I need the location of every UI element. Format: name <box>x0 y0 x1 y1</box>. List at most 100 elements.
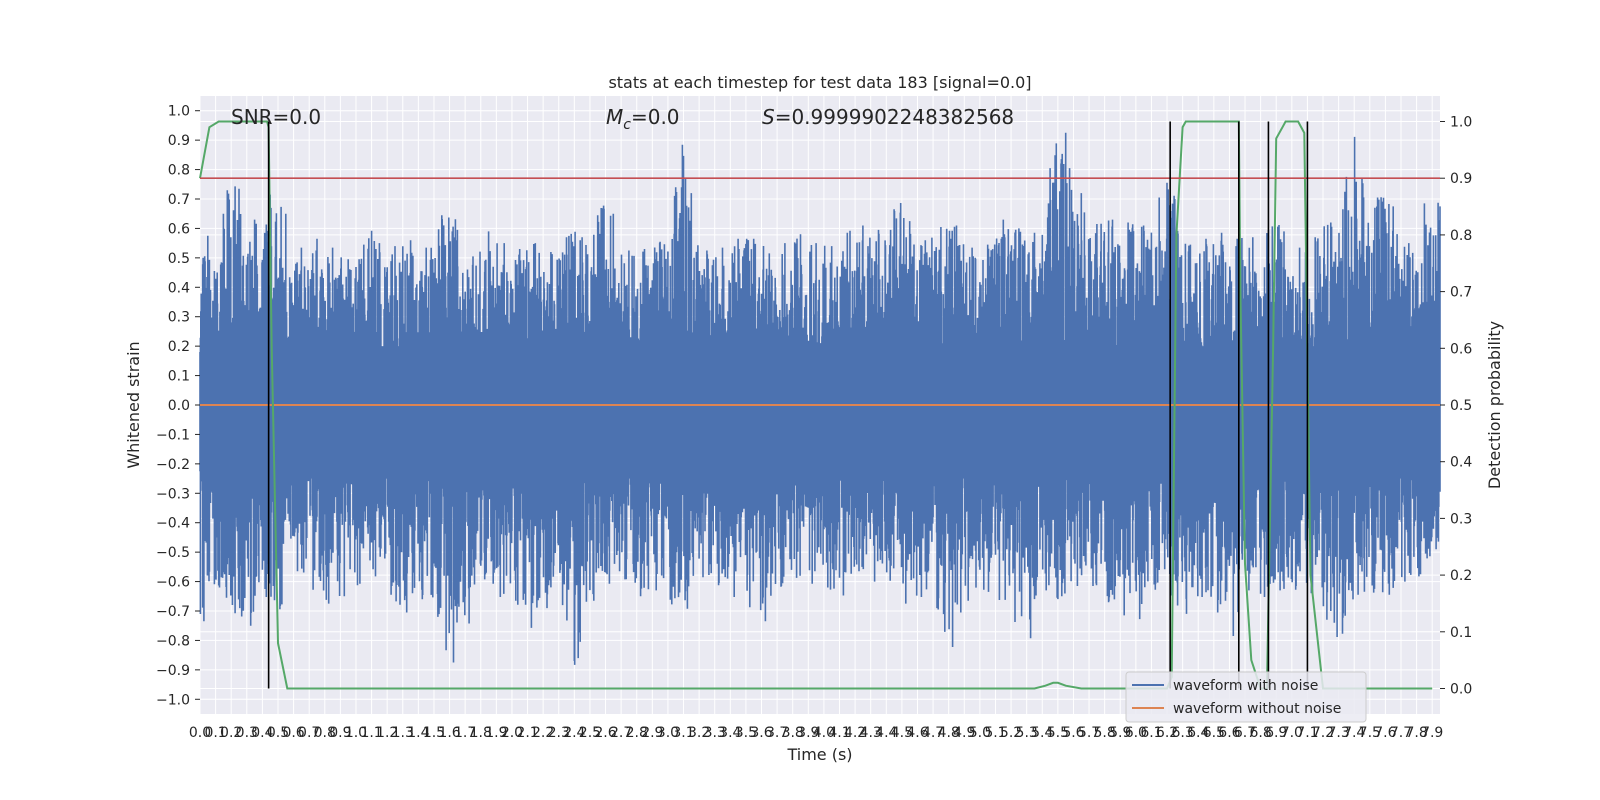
y-tick-label: −0.9 <box>156 663 190 679</box>
x-tick-label: 4.4 <box>875 725 897 741</box>
x-tick-label: 3.5 <box>735 725 757 741</box>
x-tick-label: 1.5 <box>423 725 445 741</box>
y2-tick-label: 0.3 <box>1450 511 1472 527</box>
x-tick-label: 5.2 <box>1000 725 1022 741</box>
x-tick-label: 3.6 <box>750 725 772 741</box>
x-tick-label: 7.4 <box>1343 725 1365 741</box>
y-tick-label: 1.0 <box>168 104 190 120</box>
x-tick-label: 6.0 <box>1125 725 1147 741</box>
y2-tick-label: 0.8 <box>1450 228 1472 244</box>
y-tick-label: −0.2 <box>156 457 190 473</box>
x-tick-label: 6.8 <box>1249 725 1271 741</box>
x-tick-label: 7.9 <box>1421 725 1443 741</box>
x-tick-label: 5.6 <box>1062 725 1084 741</box>
x-tick-label: 0.8 <box>314 725 336 741</box>
y-axis-title: Whitened strain <box>124 341 143 468</box>
y2-tick-label: 0.1 <box>1450 625 1472 641</box>
x-tick-label: 2.1 <box>516 725 538 741</box>
y2-tick-label: 0.2 <box>1450 568 1472 584</box>
x-tick-label: 1.3 <box>392 725 414 741</box>
x-tick-label: 2.6 <box>594 725 616 741</box>
x-tick-label: 3.2 <box>688 725 710 741</box>
y-tick-label: −0.4 <box>156 516 190 532</box>
y-tick-label: −0.6 <box>156 575 190 591</box>
x-tick-label: 5.5 <box>1047 725 1069 741</box>
x-tick-label: 1.1 <box>360 725 382 741</box>
x-tick-label: 5.1 <box>984 725 1006 741</box>
x-tick-label: 7.3 <box>1327 725 1349 741</box>
x-tick-label: 4.1 <box>828 725 850 741</box>
x-tick-label: 2.5 <box>579 725 601 741</box>
chirp-mass-annotation: Mc=0.0 <box>606 105 680 133</box>
y-tick-label: −0.7 <box>156 604 190 620</box>
x-tick-label: 6.3 <box>1172 725 1194 741</box>
y-tick-label: 0.5 <box>168 251 190 267</box>
x-tick-label: 6.7 <box>1234 725 1256 741</box>
snr-annotation: SNR=0.0 <box>231 105 321 129</box>
y-tick-label: 0.3 <box>168 310 190 326</box>
x-tick-label: 6.9 <box>1265 725 1287 741</box>
x-tick-label: 7.1 <box>1296 725 1318 741</box>
x-tick-label: 2.8 <box>626 725 648 741</box>
x-tick-label: 1.8 <box>470 725 492 741</box>
y-tick-label: 0.1 <box>168 369 190 385</box>
x-tick-label: 5.9 <box>1109 725 1131 741</box>
x-axis-title: Time (s) <box>786 745 852 764</box>
x-tick-label: 0.0 <box>189 725 211 741</box>
x-tick-label: 1.6 <box>438 725 460 741</box>
x-tick-label: 1.4 <box>407 725 429 741</box>
vertical-markers <box>267 121 1309 689</box>
y-tick-label: −1.0 <box>156 692 190 708</box>
x-tick-label: 1.2 <box>376 725 398 741</box>
x-tick-label: 2.3 <box>548 725 570 741</box>
x-tick-label: 1.7 <box>454 725 476 741</box>
x-tick-label: 7.2 <box>1312 725 1334 741</box>
x-tick-label: 5.3 <box>1016 725 1038 741</box>
x-tick-label: 4.0 <box>813 725 835 741</box>
y2-tick-label: 0.4 <box>1450 455 1472 471</box>
x-tick-label: 7.7 <box>1390 725 1412 741</box>
x-tick-label: 3.4 <box>719 725 741 741</box>
x-tick-label: 6.6 <box>1218 725 1240 741</box>
x-tick-label: 0.6 <box>282 725 304 741</box>
y2-tick-label: 0.0 <box>1450 681 1472 697</box>
legend-box <box>1125 671 1367 723</box>
x-tick-label: 0.4 <box>251 725 273 741</box>
x-tick-label: 3.9 <box>797 725 819 741</box>
x-tick-label: 2.9 <box>641 725 663 741</box>
x-tick-label: 4.5 <box>891 725 913 741</box>
x-tick-label: 3.3 <box>704 725 726 741</box>
x-tick-label: 5.8 <box>1094 725 1116 741</box>
s-annotation: S=0.9999902248382568 <box>762 105 1014 129</box>
x-tick-label: 3.1 <box>672 725 694 741</box>
x-tick-label: 0.7 <box>298 725 320 741</box>
x-tick-label: 7.5 <box>1359 725 1381 741</box>
x-tick-label: 6.5 <box>1203 725 1225 741</box>
x-tick-label: 2.0 <box>501 725 523 741</box>
x-tick-label: 7.6 <box>1374 725 1396 741</box>
x-tick-label: 7.8 <box>1405 725 1427 741</box>
y2-tick-label: 0.6 <box>1450 341 1472 357</box>
x-tick-label: 5.4 <box>1031 725 1053 741</box>
legend-label-clean: waveform without noise <box>1173 701 1341 717</box>
y2-tick-label: 0.5 <box>1450 398 1472 414</box>
x-tick-label: 6.1 <box>1140 725 1162 741</box>
x-tick-label: 4.8 <box>938 725 960 741</box>
y-tick-label: 0.6 <box>168 221 190 237</box>
x-tick-label: 1.9 <box>485 725 507 741</box>
x-tick-label: 0.5 <box>267 725 289 741</box>
x-axis-ticks: 0.00.10.20.30.40.50.60.70.80.91.01.11.21… <box>189 725 1443 741</box>
y-tick-label: −0.3 <box>156 486 190 502</box>
x-tick-label: 0.9 <box>329 725 351 741</box>
x-tick-label: 6.2 <box>1156 725 1178 741</box>
y2-tick-label: 1.0 <box>1450 115 1472 131</box>
y-tick-label: 0.2 <box>168 339 190 355</box>
x-tick-label: 4.9 <box>953 725 975 741</box>
y2-axis-ticks: 0.0 0.1 0.2 0.3 0.4 0.5 0.6 0.7 0.8 0.9 1.0 <box>1440 115 1472 697</box>
y-axis-ticks: −1.0 −0.9 −0.8 −0.7 −0.6 −0.5 −0.4 −0.3 −0.2 −0.1… <box>156 104 200 708</box>
x-tick-label: 0.1 <box>204 725 226 741</box>
y-tick-label: 0.7 <box>168 192 190 208</box>
x-tick-label: 2.2 <box>532 725 554 741</box>
x-tick-label: 1.0 <box>345 725 367 741</box>
